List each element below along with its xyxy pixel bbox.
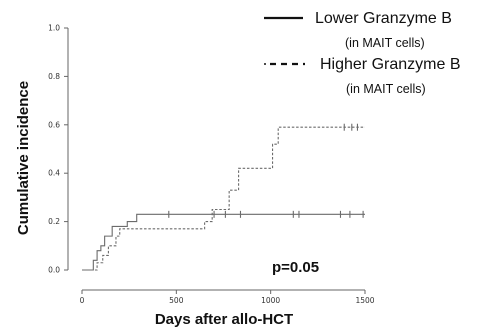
y-axis-title: Cumulative incidence	[15, 81, 32, 235]
y-tick-label: 1.0	[48, 24, 60, 33]
y-tick-label: 0.6	[48, 120, 60, 129]
legend-sublabel-higher: (in MAIT cells)	[346, 82, 426, 96]
legend-label-higher: Higher Granzyme B	[320, 56, 461, 73]
legend-label-lower: Lower Granzyme B	[315, 10, 452, 27]
y-tick-label: 0.2	[48, 217, 60, 226]
series-higher-granzyme-b-curve	[82, 126, 365, 271]
legend-swatch-higher-dot	[264, 63, 266, 65]
chart-legend: Lower Granzyme B (in MAIT cells) Higher …	[264, 10, 461, 96]
y-tick-label: 0.4	[48, 169, 60, 178]
x-tick-label: 500	[169, 296, 184, 305]
x-tick-label: 0	[80, 296, 85, 305]
p-value-annotation: p=0.05	[272, 259, 319, 276]
series-lower-granzyme-b-curve	[82, 213, 365, 271]
chart-plot-area	[82, 123, 365, 271]
legend-sublabel-lower: (in MAIT cells)	[345, 36, 425, 50]
chart-axes	[67, 28, 365, 291]
y-tick-label: 0.0	[48, 266, 60, 275]
x-axis-title: Days after allo-HCT	[155, 311, 293, 328]
x-tick-label: 1000	[261, 296, 280, 305]
chart-ticks: 0.0 0.2 0.4 0.6 0.8 1.0 0 500 1000 1500	[48, 24, 375, 306]
x-tick-label: 1500	[355, 296, 374, 305]
y-tick-label: 0.8	[48, 72, 60, 81]
